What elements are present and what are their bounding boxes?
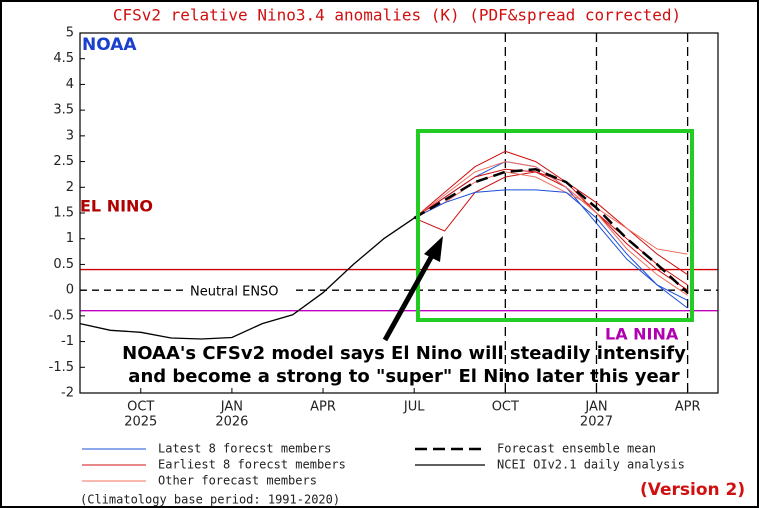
x-tick-label: APR	[310, 400, 336, 415]
arrow-head	[424, 236, 443, 262]
y-tick-label: 2	[66, 180, 74, 195]
x-tick-label: JAN	[584, 400, 607, 415]
legend-label: Forecast ensemble mean	[497, 442, 656, 456]
y-tick-label: -1.5	[49, 360, 74, 375]
x-year-label: 2027	[580, 415, 613, 430]
footnote: (Climatology base period: 1991-2020)	[80, 493, 340, 507]
legend-label: NCEI OIv2.1 daily analysis	[497, 458, 685, 472]
series-line	[79, 217, 415, 340]
la-nina-label: LA NINA	[605, 325, 679, 344]
x-year-label: 2026	[215, 415, 248, 430]
y-tick-label: 1.5	[53, 206, 74, 221]
series-line	[413, 150, 688, 291]
noaa-label: NOAA	[82, 35, 137, 55]
arrow-shaft	[382, 250, 437, 342]
x-tick-label: JUL	[403, 400, 425, 415]
y-tick-label: -1	[61, 334, 74, 349]
y-tick-label: 0	[66, 283, 74, 298]
series-line	[413, 189, 688, 309]
y-tick-label: 4.5	[53, 51, 74, 66]
y-tick-label: 1	[66, 231, 74, 246]
y-tick-label: 5	[66, 26, 74, 41]
y-tick-label: 3	[66, 128, 74, 143]
y-tick-label: -0.5	[49, 308, 74, 323]
series-line	[414, 171, 688, 286]
x-tick-label: JAN	[220, 400, 243, 415]
y-tick-label: 3.5	[53, 103, 74, 118]
neutral-bg	[186, 283, 296, 300]
y-tick-label: 2.5	[53, 154, 74, 169]
y-tick-label: -2	[61, 386, 74, 401]
version-label: (Version 2)	[640, 480, 745, 500]
highlight-box	[416, 129, 694, 322]
y-tick-label: 0.5	[53, 257, 74, 272]
annotation: and become a strong to "super" El Nino l…	[128, 366, 680, 387]
series-line	[413, 171, 688, 255]
x-tick-label: OCT	[492, 400, 519, 415]
plot-area	[79, 32, 718, 394]
legend-label: Latest 8 forecst members	[158, 442, 331, 456]
x-tick-label: APR	[675, 400, 701, 415]
chart-title: CFSv2 relative Nino3.4 anomalies (K) (PD…	[113, 6, 681, 25]
plot-frame	[79, 32, 719, 394]
el-nino-label: EL NINO	[80, 197, 153, 216]
x-year-label: 2025	[124, 415, 157, 430]
legend-label: Earliest 8 forecst members	[158, 458, 346, 472]
neutral-label: Neutral ENSO	[190, 285, 279, 300]
series-line	[413, 168, 689, 294]
x-tick-label: OCT	[127, 400, 154, 415]
annotation: NOAA's CFSv2 model says El Nino will ste…	[122, 343, 686, 364]
legend-label: Other forecast members	[158, 474, 317, 488]
y-tick-label: 4	[66, 77, 74, 92]
